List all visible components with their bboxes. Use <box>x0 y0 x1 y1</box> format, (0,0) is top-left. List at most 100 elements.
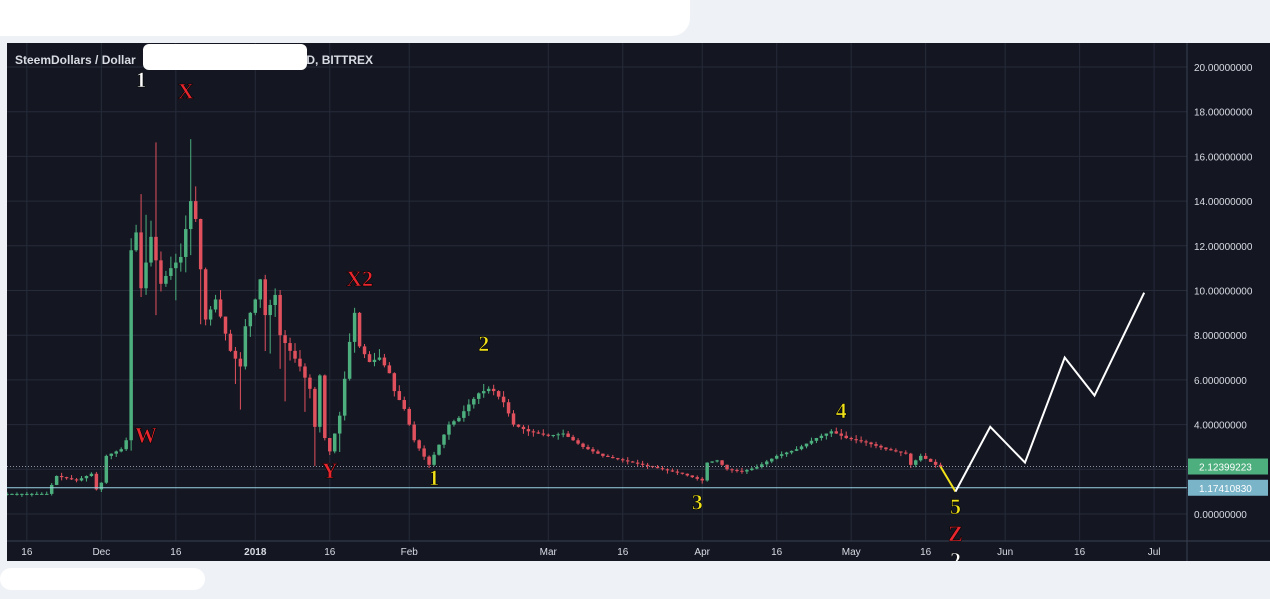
candle-body <box>372 359 377 363</box>
candle-body <box>223 316 228 334</box>
candle-body <box>784 452 789 455</box>
candle-body <box>442 434 446 445</box>
candle-body <box>268 305 272 316</box>
y-tick-label: 0.00000000 <box>1194 510 1247 521</box>
candle-body <box>10 493 14 495</box>
candle-body <box>328 438 332 452</box>
candle-body <box>387 365 392 374</box>
candle-body <box>904 452 908 454</box>
candle-body <box>918 455 923 461</box>
candle-body <box>392 373 397 392</box>
candle-body <box>84 476 89 479</box>
candle-body <box>188 201 193 230</box>
candle-body <box>859 440 863 442</box>
candle-body <box>774 455 779 459</box>
y-tick-label: 16.00000000 <box>1194 152 1253 163</box>
candlestick-chart[interactable]: 20.0000000018.0000000016.0000000014.0000… <box>7 43 1270 561</box>
candle-body <box>164 275 168 284</box>
candle-body <box>79 478 84 481</box>
candle-body <box>660 468 665 470</box>
candle-body <box>347 341 352 379</box>
candle-body <box>695 477 699 479</box>
candle-body <box>611 457 615 459</box>
candle-body <box>477 393 481 399</box>
candle-body <box>69 478 74 480</box>
x-tick-label: May <box>842 547 861 558</box>
chart-panel[interactable]: 20.00000000 18.00000000 16.00000000 14.0000… <box>7 43 1270 561</box>
candle-body <box>238 358 243 367</box>
redaction-bottom <box>0 568 205 590</box>
candle-body <box>89 473 94 477</box>
candle-body <box>169 268 173 276</box>
candle-body <box>40 493 44 495</box>
candle-body <box>352 312 357 342</box>
candle-body <box>526 429 531 432</box>
candle-body <box>884 447 888 450</box>
candle-body <box>635 462 640 464</box>
candle-body <box>531 431 536 433</box>
candle-body <box>740 470 744 472</box>
candle-body <box>333 433 337 452</box>
redaction-box <box>143 44 307 70</box>
candle-body <box>149 236 153 263</box>
candle-body <box>233 350 238 359</box>
candle-body <box>407 408 411 425</box>
candle-body <box>203 269 208 320</box>
candle-body <box>402 400 407 409</box>
candle-body <box>258 279 262 300</box>
candle-body <box>864 441 868 443</box>
candle-body <box>119 449 123 452</box>
candle-body <box>854 439 858 441</box>
candle-body <box>665 469 670 471</box>
y-tick-label: 10.00000000 <box>1194 287 1253 298</box>
candle-body <box>710 461 714 463</box>
line-price-label: 1.17410830 <box>1199 484 1252 495</box>
candle-body <box>293 350 297 359</box>
candle-body <box>298 358 302 367</box>
candle-body <box>253 299 258 313</box>
x-tick-label: 16 <box>324 547 336 558</box>
wave-label: 1 <box>429 465 440 490</box>
candle-body <box>521 426 526 430</box>
candle-body <box>213 299 218 310</box>
candle-body <box>551 435 555 437</box>
candle-body <box>640 463 645 465</box>
candle-body <box>809 440 814 444</box>
y-tick-label: 6.00000000 <box>1194 376 1247 387</box>
candle-body <box>745 470 749 472</box>
y-tick-label: 14.00000000 <box>1194 197 1253 208</box>
symbol-meta: 1D, BITTREX <box>299 53 374 67</box>
candle-body <box>824 433 829 436</box>
candle-body <box>139 232 143 289</box>
candle-body <box>263 279 267 316</box>
x-tick-label: 16 <box>617 547 629 558</box>
wave-label: 2 <box>478 331 489 356</box>
candle-body <box>655 467 660 469</box>
candle-body <box>467 404 471 412</box>
candle-body <box>755 467 759 469</box>
y-tick-label: 20.00000000 <box>1194 63 1253 74</box>
candle-body <box>874 444 878 446</box>
candle-body <box>357 312 362 347</box>
wave-label: 2 <box>950 548 961 561</box>
candle-body <box>625 460 630 462</box>
candle-body <box>382 357 387 366</box>
candle-body <box>422 448 426 457</box>
candle-body <box>779 454 784 456</box>
candle-body <box>129 250 133 441</box>
candle-body <box>536 432 541 434</box>
candle-body <box>59 476 64 478</box>
candle-body <box>20 493 24 495</box>
candle-body <box>556 434 560 436</box>
candle-body <box>506 402 511 414</box>
candle-body <box>248 312 253 327</box>
candle-body <box>839 433 843 436</box>
candle-body <box>730 469 734 471</box>
y-tick-label: 18.00000000 <box>1194 108 1253 119</box>
candle-body <box>54 476 59 485</box>
candle-body <box>104 455 109 483</box>
candle-body <box>750 468 754 471</box>
candle-body <box>472 398 476 405</box>
candle-body <box>621 459 625 461</box>
candle-body <box>114 451 118 454</box>
